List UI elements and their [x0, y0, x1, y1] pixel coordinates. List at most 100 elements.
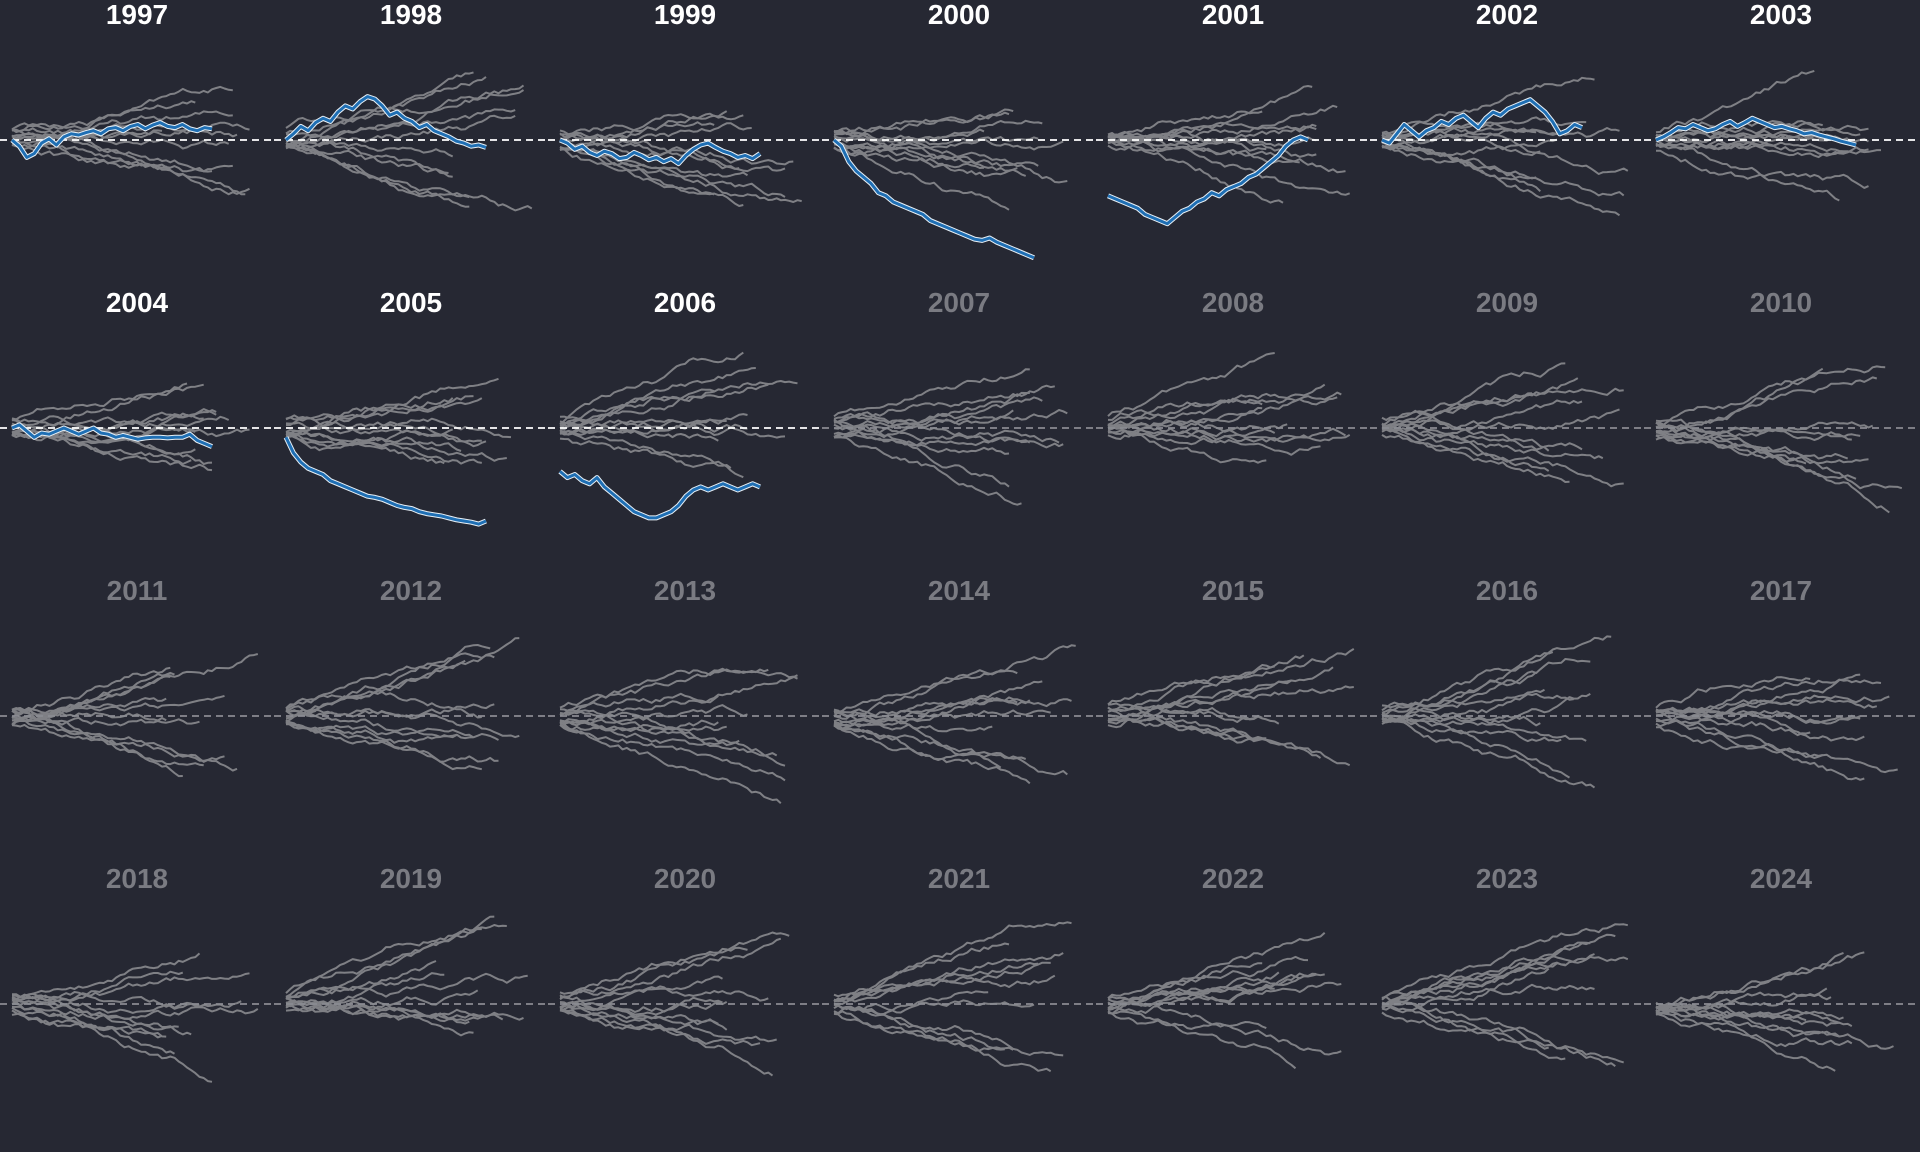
background-series-line [11, 382, 188, 421]
background-series-line [1655, 951, 1865, 1010]
panel-2002: 2002 [1370, 0, 1644, 217]
background-series-line [1107, 718, 1259, 741]
background-series-line [559, 710, 778, 757]
panel-2020: 2020 [548, 863, 822, 1077]
background-series-line [11, 714, 200, 727]
background-series-line [559, 937, 782, 1001]
background-series-line [833, 921, 1072, 1002]
panel-title: 2003 [1750, 0, 1812, 30]
background-series-line [1381, 120, 1537, 136]
background-series-line [1107, 706, 1322, 759]
background-lines [833, 108, 1068, 211]
background-series-line [833, 419, 1010, 455]
background-series-line [1381, 983, 1595, 1014]
background-series-line [1655, 717, 1898, 774]
background-series-line [559, 1009, 777, 1043]
panel-title: 1999 [654, 0, 716, 30]
background-series-line [11, 970, 184, 1006]
background-series-line [559, 667, 798, 709]
background-series-line [285, 915, 495, 998]
background-series-line [559, 985, 769, 1010]
background-series-line [559, 367, 756, 429]
background-series-line [1107, 396, 1338, 429]
background-series-line [1381, 954, 1629, 1006]
background-series-line [1107, 397, 1263, 426]
background-series-line [833, 1012, 1052, 1073]
background-series-line [285, 397, 483, 427]
background-series-line [11, 952, 201, 1005]
background-series-line [285, 397, 454, 433]
highlight-series-outline [558, 469, 761, 521]
background-series-line [559, 720, 740, 746]
background-series-line [559, 427, 719, 442]
background-series-line [559, 946, 748, 995]
background-lines [1107, 352, 1351, 464]
background-series-line [559, 139, 749, 178]
background-series-line [1381, 145, 1541, 193]
background-series-line [1655, 69, 1815, 134]
background-series-line [285, 972, 528, 1000]
background-series-line [559, 122, 752, 143]
background-series-line [1107, 130, 1267, 152]
background-series-line [11, 694, 225, 714]
background-series-line [833, 942, 1010, 998]
background-series-line [559, 931, 790, 999]
background-series-line [1381, 427, 1550, 472]
background-series-line [1655, 1004, 1840, 1038]
background-lines [1381, 76, 1629, 217]
background-series-line [559, 133, 786, 173]
background-series-line [285, 960, 437, 999]
background-series-line [285, 659, 466, 723]
panel-2015: 2015 [1096, 575, 1370, 767]
background-series-line [1381, 933, 1616, 1001]
background-series-line [559, 146, 802, 203]
background-lines [1107, 931, 1342, 1070]
background-series-line [1381, 76, 1595, 141]
background-series-line [1655, 421, 1861, 438]
background-lines [285, 915, 528, 1037]
background-series-line [1107, 424, 1267, 464]
highlight-series-line [1381, 98, 1583, 145]
background-series-line [1107, 679, 1292, 729]
background-series-line [833, 722, 1031, 785]
background-series-line [1655, 367, 1824, 428]
background-series-line [1655, 139, 1869, 159]
background-series-line [833, 368, 1030, 418]
panel-title: 2014 [928, 575, 991, 606]
background-series-line [833, 962, 1039, 1003]
background-series-line [285, 71, 474, 147]
panel-2003: 2003 [1644, 0, 1918, 202]
panel-1998: 1998 [274, 0, 548, 212]
background-series-line [285, 432, 445, 465]
background-series-line [1107, 138, 1284, 204]
background-series-line [559, 674, 798, 724]
background-series-line [285, 1000, 474, 1037]
background-series-line [1107, 706, 1351, 767]
background-series-line [559, 724, 782, 804]
background-lines [285, 377, 512, 465]
background-series-line [833, 423, 1060, 444]
panel-2023: 2023 [1370, 863, 1644, 1068]
panel-2009: 2009 [1370, 287, 1644, 488]
background-series-line [11, 1006, 259, 1020]
background-series-line [833, 708, 1068, 776]
background-series-line [11, 134, 246, 196]
background-series-line [11, 675, 171, 726]
panel-2021: 2021 [822, 863, 1096, 1073]
panel-2024: 2024 [1644, 863, 1918, 1072]
background-series-line [285, 430, 507, 462]
background-series-line [833, 680, 1043, 727]
background-series-line [833, 961, 1051, 1003]
background-series-line [559, 709, 727, 732]
background-series-line [11, 697, 167, 718]
background-lines [1381, 362, 1624, 488]
background-series-line [833, 952, 1064, 1005]
background-series-line [1108, 391, 1342, 421]
background-series-line [833, 999, 1035, 1017]
panel-2007: 2007 [822, 287, 1096, 506]
background-series-line [11, 999, 175, 1055]
background-series-line [1381, 434, 1570, 483]
panel-2019: 2019 [274, 863, 548, 1037]
background-series-line [1107, 977, 1301, 1014]
